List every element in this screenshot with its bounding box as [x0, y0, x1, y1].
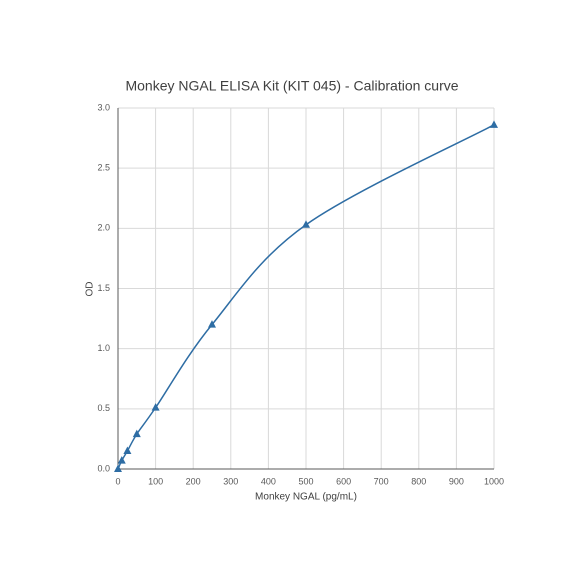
x-tick-label: 400 [261, 476, 276, 486]
point [151, 403, 160, 411]
x-tick-label: 600 [336, 476, 351, 486]
x-tick-label: 1000 [484, 476, 504, 486]
y-axis-title: OD [85, 282, 96, 297]
x-tick-label: 200 [186, 476, 201, 486]
y-tick-label: 1.5 [97, 283, 110, 293]
point [123, 446, 132, 454]
x-tick-label: 500 [298, 476, 313, 486]
y-tick-label: 1.0 [97, 343, 110, 353]
y-tick-label: 3.0 [97, 102, 110, 112]
x-tick-label: 300 [223, 476, 238, 486]
y-tick-label: 2.0 [97, 223, 110, 233]
point [132, 429, 141, 438]
y-tick-label: 0.0 [97, 463, 110, 473]
x-tick-label: 800 [411, 476, 426, 486]
x-tick-label: 700 [374, 476, 389, 486]
y-tick-label: 2.5 [97, 163, 110, 173]
x-axis-title: Monkey NGAL (pg/mL) [255, 492, 357, 503]
point [117, 456, 126, 464]
x-tick-label: 0 [115, 476, 120, 486]
point [490, 120, 498, 128]
curve [117, 124, 495, 470]
x-tick-label: 900 [449, 476, 464, 486]
point [208, 320, 216, 328]
y-tick-label: 0.5 [97, 403, 110, 413]
point [114, 464, 122, 472]
point [302, 220, 310, 228]
x-tick-label: 100 [148, 476, 163, 486]
chart-title: Monkey NGAL ELISA Kit (KIT 045) - Calibr… [125, 78, 458, 94]
